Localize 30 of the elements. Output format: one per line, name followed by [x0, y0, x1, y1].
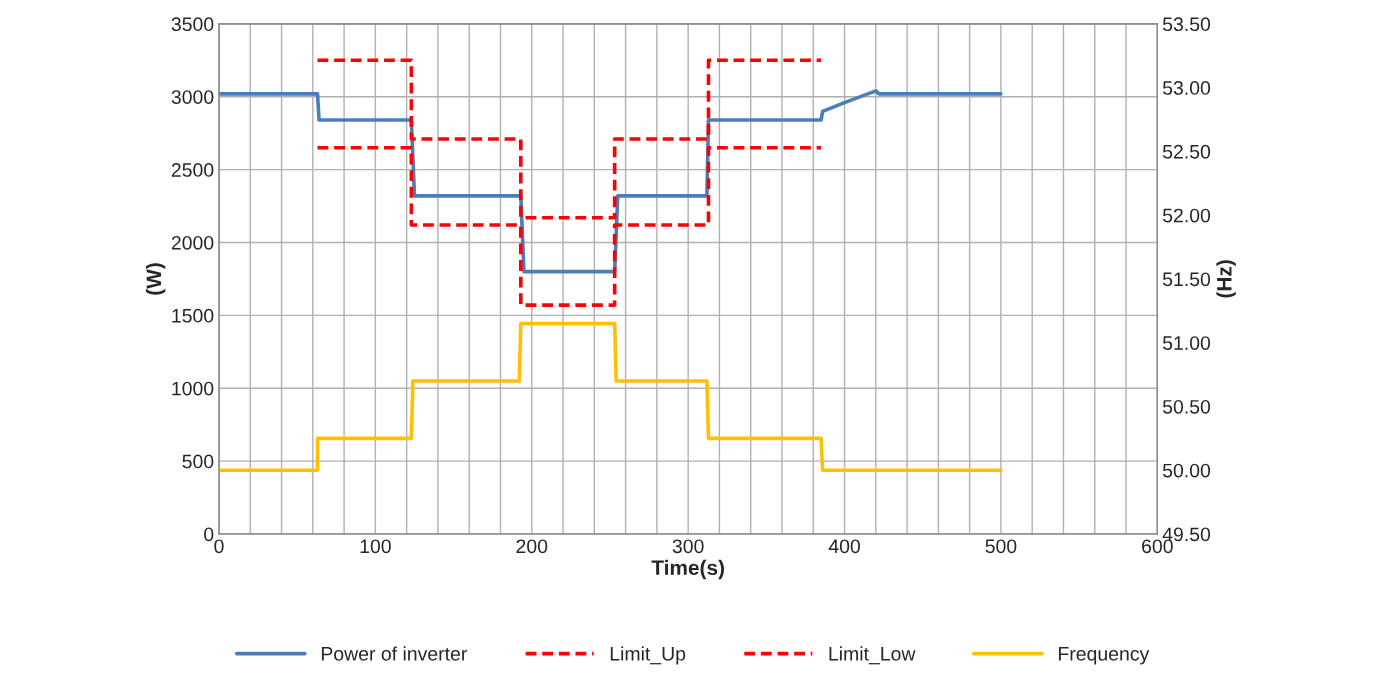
- y-tick-label: 500: [182, 454, 214, 469]
- y-tick-label: 0: [204, 527, 214, 542]
- y-axis-title: (W): [145, 263, 166, 295]
- line-series: [218, 321, 1003, 473]
- x-tick-label: 400: [828, 539, 860, 554]
- y-tick-label: 2500: [171, 163, 214, 177]
- y2-tick-label: 50.00: [1162, 463, 1211, 478]
- y2-tick-label: 53.50: [1162, 17, 1211, 32]
- y-tick-label: 3000: [171, 90, 214, 104]
- x-tick-label: 0: [214, 539, 224, 554]
- x-axis-title: Time(s): [651, 559, 724, 580]
- legend-label: Frequency: [1059, 647, 1150, 665]
- legend-label: Power of inverter: [321, 646, 467, 661]
- x-tick-label: 100: [360, 539, 391, 554]
- y2-tick-label: 50.50: [1162, 399, 1211, 414]
- y2-tick-label: 53.00: [1162, 81, 1211, 95]
- x-tick-label: 300: [672, 539, 704, 554]
- x-tick-label: 500: [985, 539, 1017, 554]
- y-tick-label: 2000: [171, 235, 214, 250]
- y-tick-label: 1500: [172, 308, 214, 323]
- y2-axis-title: (Hz): [1216, 260, 1236, 298]
- y2-tick-label: 51.00: [1162, 336, 1211, 350]
- y-tick-label: 3500: [171, 17, 214, 32]
- x-tick-label: 200: [516, 539, 548, 554]
- y2-tick-label: 52.00: [1162, 208, 1211, 223]
- y2-tick-label: 51.50: [1162, 272, 1211, 287]
- legend-label: Limit_Up: [610, 646, 686, 665]
- y-tick-label: 1000: [172, 381, 214, 396]
- legend-label: Limit_Low: [829, 646, 916, 665]
- y2-tick-label: 52.50: [1162, 144, 1211, 159]
